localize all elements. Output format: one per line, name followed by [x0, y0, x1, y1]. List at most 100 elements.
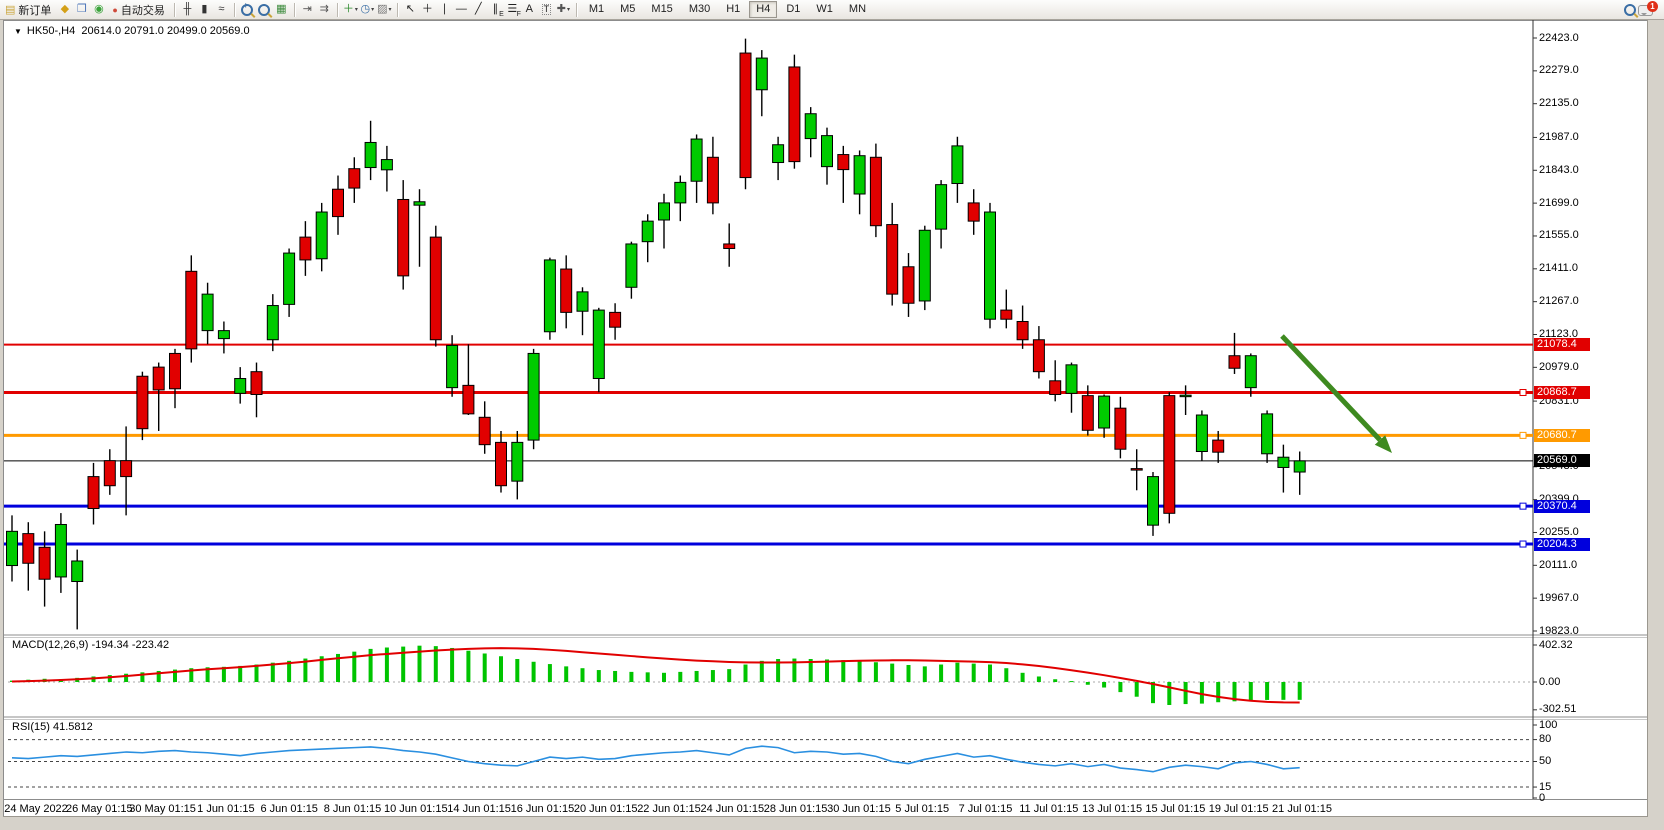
auto-trading-button-label: 自动交易 — [120, 4, 165, 17]
chart-shift-icon[interactable]: ⇥ — [302, 3, 312, 15]
date-axis-label: 14 Jun 01:15 — [447, 803, 511, 815]
price-axis-label: 21123.0 — [1539, 328, 1578, 340]
timeframe-button-h4[interactable]: H4 — [749, 1, 778, 18]
date-axis-label: 21 Jul 01:15 — [1272, 803, 1332, 815]
chevron-down-icon[interactable]: ▼ — [14, 27, 22, 36]
chart-header[interactable]: ▼ HK50-,H4 20614.0 20791.0 20499.0 20569.… — [14, 25, 250, 37]
auto-trading-status-icon: ● — [112, 4, 118, 15]
text-label-icon[interactable]: T — [541, 4, 552, 15]
chat-icon[interactable]: 1 — [1638, 1, 1658, 17]
timeframe-toolbar: M1 M5 M15 M30 H1 H4 D1 W1 MN — [581, 1, 874, 18]
rsi-axis-label: 100 — [1539, 718, 1558, 731]
new-order-button[interactable]: ▤ 新订单 — [0, 1, 56, 18]
price-axis-label: 21843.0 — [1539, 163, 1579, 176]
date-axis-label: 13 Jul 01:15 — [1082, 803, 1143, 815]
macd-axis-label: 402.32 — [1539, 638, 1573, 651]
date-axis-label: 22 Jun 01:15 — [637, 803, 701, 815]
price-axis-label: 20255.0 — [1539, 525, 1579, 538]
auto-scroll-icon[interactable]: ⇉ — [319, 3, 329, 15]
fibonacci-icon[interactable]: ☰ F — [507, 3, 521, 19]
chart-ohlc-values: 20614.0 20791.0 20499.0 20569.0 — [81, 25, 250, 37]
rsi-axis-label: 15 — [1539, 780, 1552, 793]
auto-trading-button[interactable]: ● 自动交易 — [107, 1, 169, 18]
timeframe-button-m15[interactable]: M15 — [651, 3, 673, 15]
rsi-indicator-label: RSI(15) 41.5812 — [12, 721, 93, 733]
date-axis-label: 1 Jun 01:15 — [197, 803, 255, 815]
window-bottom-strip — [3, 816, 1648, 830]
toolbar-separator — [396, 2, 398, 17]
price-axis-label: 20979.0 — [1539, 360, 1579, 373]
bar-chart-icon[interactable]: ╫ — [183, 3, 192, 15]
toolbar-separator — [336, 2, 338, 17]
rsi-axis-label: 80 — [1539, 733, 1552, 746]
zoom-in-icon[interactable]: + — [239, 1, 256, 17]
arrows-icon[interactable]: ✚ ▾ — [556, 3, 570, 15]
channel-icon[interactable]: ∥ E — [492, 3, 504, 19]
price-line-badge: 21078.4 — [1534, 338, 1590, 352]
toolbar-separator — [233, 2, 235, 17]
horizontal-line-icon[interactable]: — — [455, 3, 467, 15]
date-axis-label: 6 Jun 01:15 — [260, 803, 318, 815]
timeframe-button-w1[interactable]: W1 — [816, 3, 833, 15]
timeframe-button-m5[interactable]: M5 — [620, 3, 636, 15]
timeframe-button-m30[interactable]: M30 — [688, 3, 711, 15]
data-window-icon[interactable]: ❒ — [76, 3, 87, 15]
notification-badge: 1 — [1647, 1, 1658, 12]
date-axis-label: 7 Jul 01:15 — [958, 803, 1013, 815]
date-axis-label: 20 Jun 01:15 — [573, 803, 638, 815]
main-toolbar: ▤ 新订单 ◆ ❒ ◉ ● 自动交易 ╫ ▮ ≈ + − ▦ ⇥ ⇉ ＋ ▾ ◷ ▾ ▨ ▾ ↖ ＋ ∣ — ╱ ∥ E ☰ F A T ✚ ▾ M… — [0, 0, 1664, 20]
date-axis-label: 30 Jun 01:15 — [827, 803, 891, 815]
timeframe-button-d1[interactable]: D1 — [786, 3, 801, 15]
macd-axis-label: -302.51 — [1539, 703, 1577, 716]
search-icon[interactable] — [1621, 2, 1638, 17]
tile-windows-icon[interactable]: ▦ — [276, 3, 287, 15]
price-line-badge: 20370.4 — [1534, 499, 1590, 513]
cursor-icon[interactable]: ↖ — [405, 3, 415, 15]
price-axis-label: 21411.0 — [1539, 262, 1578, 275]
zoom-out-icon[interactable]: − — [256, 1, 273, 17]
vertical-line-icon[interactable]: ∣ — [441, 3, 448, 15]
timeframe-button-m1[interactable]: M1 — [588, 3, 605, 15]
price-axis-label: 21987.0 — [1539, 130, 1579, 143]
crosshair-icon[interactable]: ＋ — [421, 3, 433, 15]
price-axis-label: 20111.0 — [1539, 558, 1578, 571]
price-line-badge: 20204.3 — [1534, 537, 1590, 551]
price-axis-label: 21699.0 — [1539, 196, 1579, 209]
date-axis-label: 19 Jul 01:15 — [1208, 803, 1269, 815]
price-axis-label: 21267.0 — [1539, 295, 1579, 308]
price-axis-label: 19967.0 — [1539, 591, 1579, 604]
rsi-axis-label: 0 — [1539, 791, 1546, 804]
periods-icon[interactable]: ◷ ▾ — [360, 3, 375, 15]
timeframe-button-mn[interactable]: MN — [848, 3, 867, 15]
macd-values: -194.34 -223.42 — [91, 639, 170, 651]
trendline-icon[interactable]: ╱ — [475, 3, 482, 15]
price-axis-label: 22135.0 — [1539, 97, 1579, 110]
price-axis-label: 21555.0 — [1539, 229, 1579, 242]
date-axis-label: 24 May 2022 — [4, 803, 68, 815]
templates-icon[interactable]: ▨ ▾ — [377, 3, 392, 15]
market-watch-icon[interactable]: ◆ — [60, 3, 70, 15]
signals-icon[interactable]: ◉ — [94, 3, 104, 15]
date-axis-label: 8 Jun 01:15 — [323, 803, 382, 815]
text-icon[interactable]: A — [525, 3, 534, 15]
new-order-button-label: 新订单 — [18, 4, 52, 17]
macd-indicator-label: MACD(12,26,9) -194.34 -223.42 — [12, 639, 170, 651]
chart-window — [3, 20, 1648, 830]
line-chart-icon[interactable]: ≈ — [218, 3, 225, 15]
price-line-badge: 20569.0 — [1534, 454, 1590, 468]
date-axis-label: 28 Jun 01:15 — [763, 803, 828, 815]
window-right-strip — [1647, 19, 1664, 830]
timeframe-button-h1[interactable]: H1 — [726, 3, 741, 15]
new-order-page-icon: ▤ — [5, 4, 16, 16]
rsi-axis-label: 50 — [1539, 755, 1552, 767]
chart-symbol-period: HK50-,H4 — [26, 25, 76, 37]
candlestick-chart-icon[interactable]: ▮ — [201, 3, 208, 15]
date-axis-label: 10 Jun 01:15 — [383, 803, 448, 815]
price-line-badge: 20868.7 — [1534, 385, 1590, 399]
rsi-value: 41.5812 — [52, 721, 93, 733]
price-axis-label: 19823.0 — [1539, 624, 1579, 637]
date-axis-label: 26 May 01:15 — [65, 803, 133, 815]
date-axis-label: 16 Jun 01:15 — [510, 803, 575, 815]
toolbar-separator — [293, 2, 295, 17]
indicators-icon[interactable]: ＋ ▾ — [342, 3, 358, 15]
